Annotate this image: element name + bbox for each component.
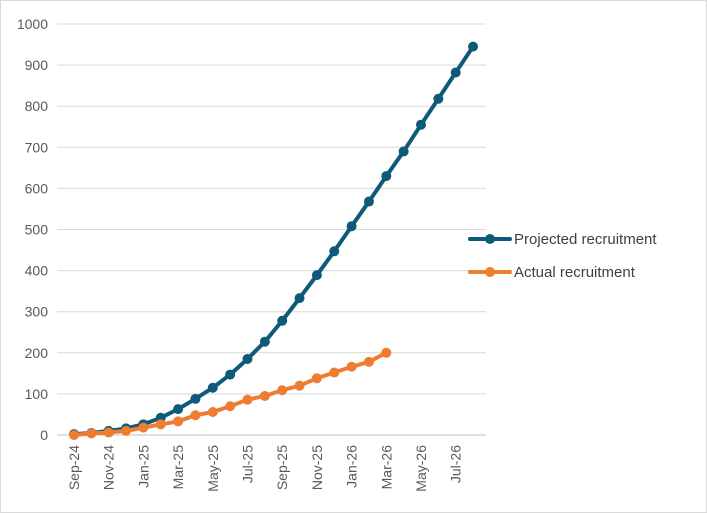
data-point [468, 41, 479, 52]
x-tick-label: Nov-25 [309, 445, 325, 490]
x-axis-tick-labels: Sep-24 Nov-24 Jan-25 Mar-25 May-25 Jul-25 Sep-… [66, 445, 464, 492]
data-point [329, 246, 340, 257]
data-point [190, 410, 201, 421]
data-point [155, 419, 166, 430]
data-point [294, 293, 305, 304]
data-point [346, 361, 357, 372]
data-point [277, 315, 288, 326]
legend-item-projected-recruitment: Projected recruitment [468, 231, 657, 248]
x-tick-label: Jan-26 [344, 445, 360, 488]
data-point [207, 382, 218, 393]
data-point [398, 146, 409, 157]
legend-item-actual-recruitment: Actual recruitment [468, 264, 636, 281]
data-point [242, 353, 253, 364]
data-point [311, 270, 322, 281]
y-tick-label: 100 [25, 386, 49, 402]
x-tick-label: Mar-26 [378, 445, 394, 490]
y-tick-label: 1000 [17, 16, 48, 32]
y-tick-label: 200 [25, 345, 49, 361]
data-point [86, 428, 97, 439]
series-actual-recruitment [69, 347, 392, 440]
gridlines [57, 23, 486, 395]
y-tick-label: 300 [25, 304, 49, 320]
data-point [416, 119, 426, 130]
legend-label: Projected recruitment [514, 231, 657, 248]
legend-swatch-marker [485, 267, 495, 277]
y-tick-label: 800 [25, 98, 49, 114]
x-tick-label: Nov-24 [101, 445, 117, 490]
data-point [381, 347, 392, 358]
series-projected-recruitment [69, 41, 479, 440]
data-point [242, 394, 253, 405]
data-point [259, 390, 270, 401]
data-point [450, 67, 461, 78]
data-point [138, 422, 149, 433]
data-point [121, 425, 132, 436]
series-line-projected-recruitment [72, 44, 476, 437]
data-point [363, 356, 374, 367]
data-point [311, 373, 322, 384]
legend-label: Actual recruitment [514, 264, 636, 281]
y-axis-tick-labels: 0 100 200 300 400 500 600 700 800 900 1000 [17, 16, 48, 443]
x-tick-label: Sep-25 [274, 445, 290, 490]
y-tick-label: 400 [25, 263, 49, 279]
x-tick-label: May-25 [205, 445, 221, 492]
x-tick-label: Sep-24 [66, 445, 82, 490]
data-point [346, 221, 357, 232]
data-point [277, 385, 288, 396]
y-tick-label: 0 [40, 427, 48, 443]
series-layer [69, 41, 479, 440]
data-point [173, 404, 184, 415]
y-tick-label: 900 [25, 57, 49, 73]
data-point [259, 336, 270, 347]
data-point [329, 367, 340, 378]
data-point [173, 416, 184, 427]
data-point [207, 406, 218, 417]
data-point [381, 171, 392, 182]
data-point [103, 427, 114, 438]
legend: Projected recruitment Actual recruitment [468, 231, 657, 281]
data-point [433, 93, 444, 104]
y-tick-label: 600 [25, 180, 49, 196]
x-tick-label: May-26 [413, 445, 429, 492]
legend-swatch-marker [485, 234, 495, 244]
x-tick-label: Mar-25 [170, 445, 186, 490]
data-point [294, 380, 305, 391]
data-point [363, 196, 374, 207]
x-tick-label: Jul-26 [448, 445, 464, 483]
data-point [69, 430, 79, 440]
data-point [225, 401, 236, 412]
data-point [225, 369, 236, 380]
y-tick-label: 700 [25, 139, 49, 155]
x-tick-label: Jan-25 [135, 445, 151, 488]
y-tick-label: 500 [25, 222, 49, 238]
data-point [190, 393, 201, 404]
x-tick-label: Jul-25 [240, 445, 256, 483]
